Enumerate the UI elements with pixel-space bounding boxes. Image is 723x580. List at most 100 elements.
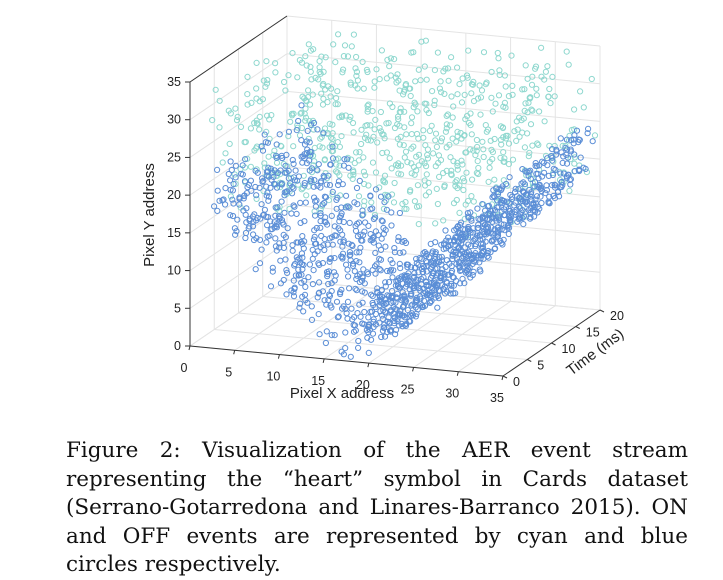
data-point bbox=[414, 182, 421, 189]
data-point bbox=[351, 268, 358, 275]
data-point bbox=[551, 93, 558, 100]
data-point bbox=[301, 218, 308, 225]
data-point bbox=[327, 302, 334, 309]
data-point bbox=[575, 167, 582, 174]
data-point bbox=[379, 149, 386, 157]
data-point bbox=[426, 127, 433, 134]
data-point bbox=[293, 210, 300, 217]
data-point bbox=[462, 259, 469, 266]
data-point bbox=[347, 353, 354, 360]
data-point bbox=[267, 218, 274, 225]
data-point bbox=[476, 259, 483, 266]
data-point bbox=[227, 186, 234, 193]
data-point bbox=[356, 301, 363, 308]
data-point bbox=[329, 188, 336, 195]
data-point bbox=[462, 116, 469, 123]
data-point bbox=[336, 162, 343, 169]
data-point bbox=[233, 117, 241, 124]
data-point bbox=[384, 56, 391, 64]
data-point bbox=[563, 48, 570, 55]
data-point bbox=[525, 153, 532, 160]
data-point bbox=[323, 328, 330, 335]
data-point bbox=[394, 71, 401, 78]
data-point bbox=[298, 59, 306, 66]
data-point bbox=[509, 156, 517, 163]
data-point bbox=[489, 108, 496, 115]
data-point bbox=[270, 173, 277, 180]
data-point bbox=[487, 137, 494, 144]
data-point bbox=[364, 68, 371, 76]
data-point bbox=[290, 143, 297, 150]
data-point bbox=[283, 291, 290, 298]
data-point bbox=[443, 257, 450, 264]
data-point bbox=[298, 279, 305, 286]
data-point bbox=[298, 109, 305, 116]
data-point bbox=[301, 291, 309, 298]
data-point bbox=[282, 234, 289, 241]
data-point bbox=[372, 214, 379, 221]
data-point bbox=[473, 147, 480, 155]
data-point bbox=[482, 207, 489, 214]
data-point bbox=[272, 204, 279, 211]
data-point bbox=[521, 107, 528, 115]
data-point bbox=[314, 182, 321, 189]
data-point bbox=[379, 131, 386, 138]
data-point bbox=[474, 232, 481, 239]
data-point bbox=[283, 169, 290, 176]
data-point bbox=[532, 196, 539, 203]
data-point bbox=[363, 326, 370, 334]
data-point bbox=[424, 151, 431, 159]
data-point bbox=[288, 287, 295, 294]
data-point bbox=[295, 181, 302, 188]
data-point bbox=[416, 203, 423, 210]
data-point bbox=[465, 271, 472, 278]
data-point bbox=[386, 155, 393, 162]
data-point bbox=[397, 133, 404, 140]
x-axis-line bbox=[189, 345, 504, 377]
data-point bbox=[437, 273, 444, 280]
data-point bbox=[545, 93, 552, 100]
data-point bbox=[571, 154, 579, 161]
data-point bbox=[397, 284, 404, 291]
data-point bbox=[374, 288, 381, 296]
data-point bbox=[290, 110, 297, 117]
data-point bbox=[377, 267, 384, 274]
data-point bbox=[559, 159, 566, 166]
data-point bbox=[377, 108, 384, 116]
data-point bbox=[244, 101, 251, 108]
data-point bbox=[334, 88, 341, 95]
data-point bbox=[312, 203, 319, 210]
data-point bbox=[317, 135, 324, 142]
x-tick bbox=[188, 345, 191, 351]
data-point bbox=[516, 194, 523, 202]
data-point bbox=[272, 235, 279, 242]
data-point bbox=[450, 274, 457, 281]
data-point bbox=[373, 66, 380, 73]
data-point bbox=[479, 201, 486, 208]
data-point bbox=[320, 95, 327, 102]
data-point bbox=[423, 106, 430, 114]
data-point bbox=[336, 143, 343, 150]
data-point bbox=[383, 149, 390, 156]
data-point bbox=[290, 185, 297, 192]
data-point bbox=[512, 185, 519, 192]
data-point bbox=[394, 163, 402, 170]
data-point bbox=[364, 106, 371, 113]
data-point bbox=[495, 55, 502, 62]
data-point bbox=[478, 87, 486, 94]
data-point bbox=[496, 185, 503, 192]
data-point bbox=[457, 221, 464, 229]
data-point bbox=[366, 326, 373, 333]
data-point bbox=[541, 169, 548, 176]
data-point bbox=[355, 337, 362, 345]
data-point bbox=[520, 221, 527, 228]
data-point bbox=[319, 260, 326, 267]
data-point bbox=[397, 265, 404, 272]
data-point bbox=[272, 212, 279, 219]
data-point bbox=[522, 100, 529, 107]
data-point bbox=[396, 260, 403, 267]
data-point bbox=[382, 243, 389, 250]
data-point bbox=[556, 193, 563, 200]
data-point bbox=[526, 149, 533, 156]
data-point bbox=[500, 212, 508, 219]
